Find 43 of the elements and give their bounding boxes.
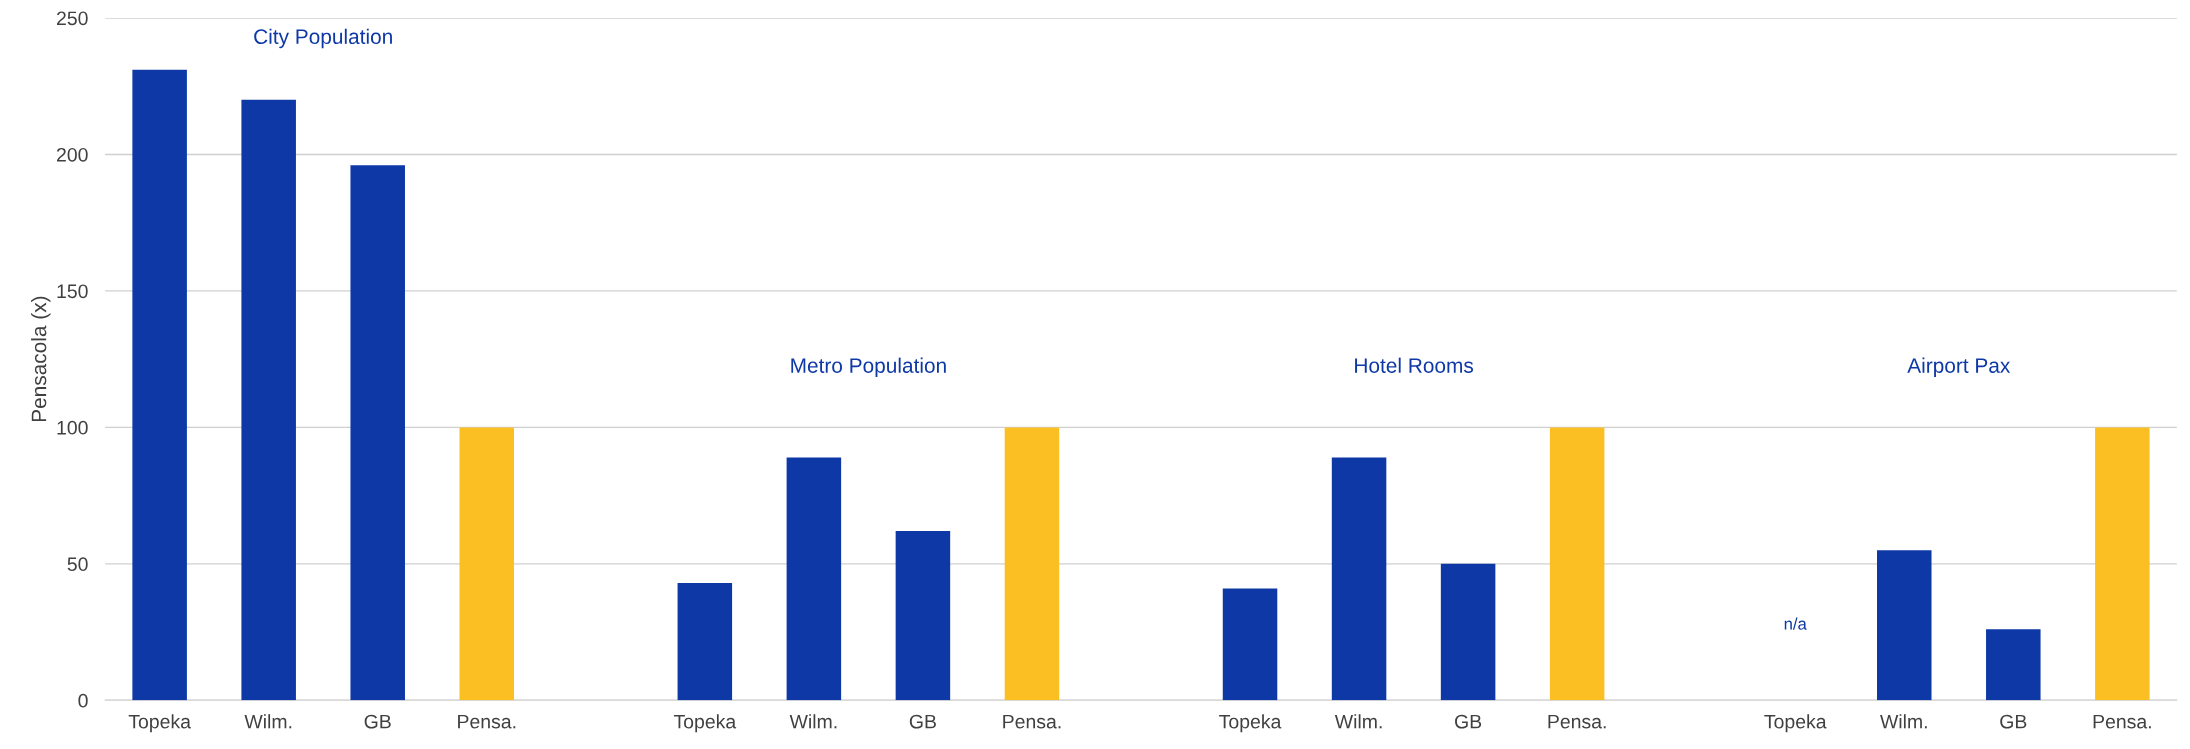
bar — [786, 457, 842, 701]
x-tick-label: Pensa. — [2093, 714, 2151, 729]
bar — [2095, 427, 2150, 701]
x-tick-label: GB — [2000, 714, 2027, 729]
x-tick-label: Wilm. — [1334, 714, 1382, 729]
annotation: Airport Pax — [1907, 357, 2011, 378]
annotation: City Population — [254, 28, 392, 49]
text: n/a — [1784, 617, 1807, 630]
bar — [1222, 588, 1278, 701]
x-tick-label: Pensa. — [458, 714, 516, 729]
bar — [241, 99, 296, 701]
x-tick-label: Wilm. — [244, 714, 292, 729]
bar — [350, 165, 405, 701]
bar — [1004, 427, 1060, 701]
x-tick-label: Topeka — [1764, 714, 1827, 733]
bar — [1986, 629, 2041, 701]
y-tick-label: 0 — [78, 693, 88, 708]
y-tick-label: 100 — [57, 420, 88, 435]
bar — [1440, 563, 1496, 701]
x-tick-label: Topeka — [128, 714, 191, 733]
x-tick-label: Topeka — [673, 714, 737, 733]
x-tick-label: Pensa. — [1548, 714, 1606, 729]
x-tick-label: GB — [364, 714, 391, 729]
x-tick-label: GB — [909, 714, 936, 729]
bar — [895, 531, 951, 701]
y-tick-label: 250 — [56, 11, 88, 26]
bar — [132, 69, 187, 701]
y-axis-title: Pensacola (x) — [31, 296, 51, 422]
x-tick-label: GB — [1455, 714, 1482, 729]
bar — [1549, 427, 1605, 701]
annotation: Metro Population — [791, 357, 946, 378]
y-tick-label: 150 — [57, 284, 88, 299]
x-tick-label: Pensa. — [1003, 714, 1061, 729]
y-tick-label: 50 — [67, 557, 88, 572]
x-tick-label: Wilm. — [1880, 714, 1927, 729]
bar — [459, 427, 515, 701]
bar — [677, 582, 733, 701]
annotation: Hotel Rooms — [1355, 357, 1474, 373]
y-tick-label: 200 — [56, 147, 88, 162]
x-tick-label: Wilm. — [789, 714, 837, 729]
bar — [1331, 457, 1387, 701]
x-tick-label: Topeka — [1219, 714, 1282, 733]
bar — [1877, 550, 1932, 701]
